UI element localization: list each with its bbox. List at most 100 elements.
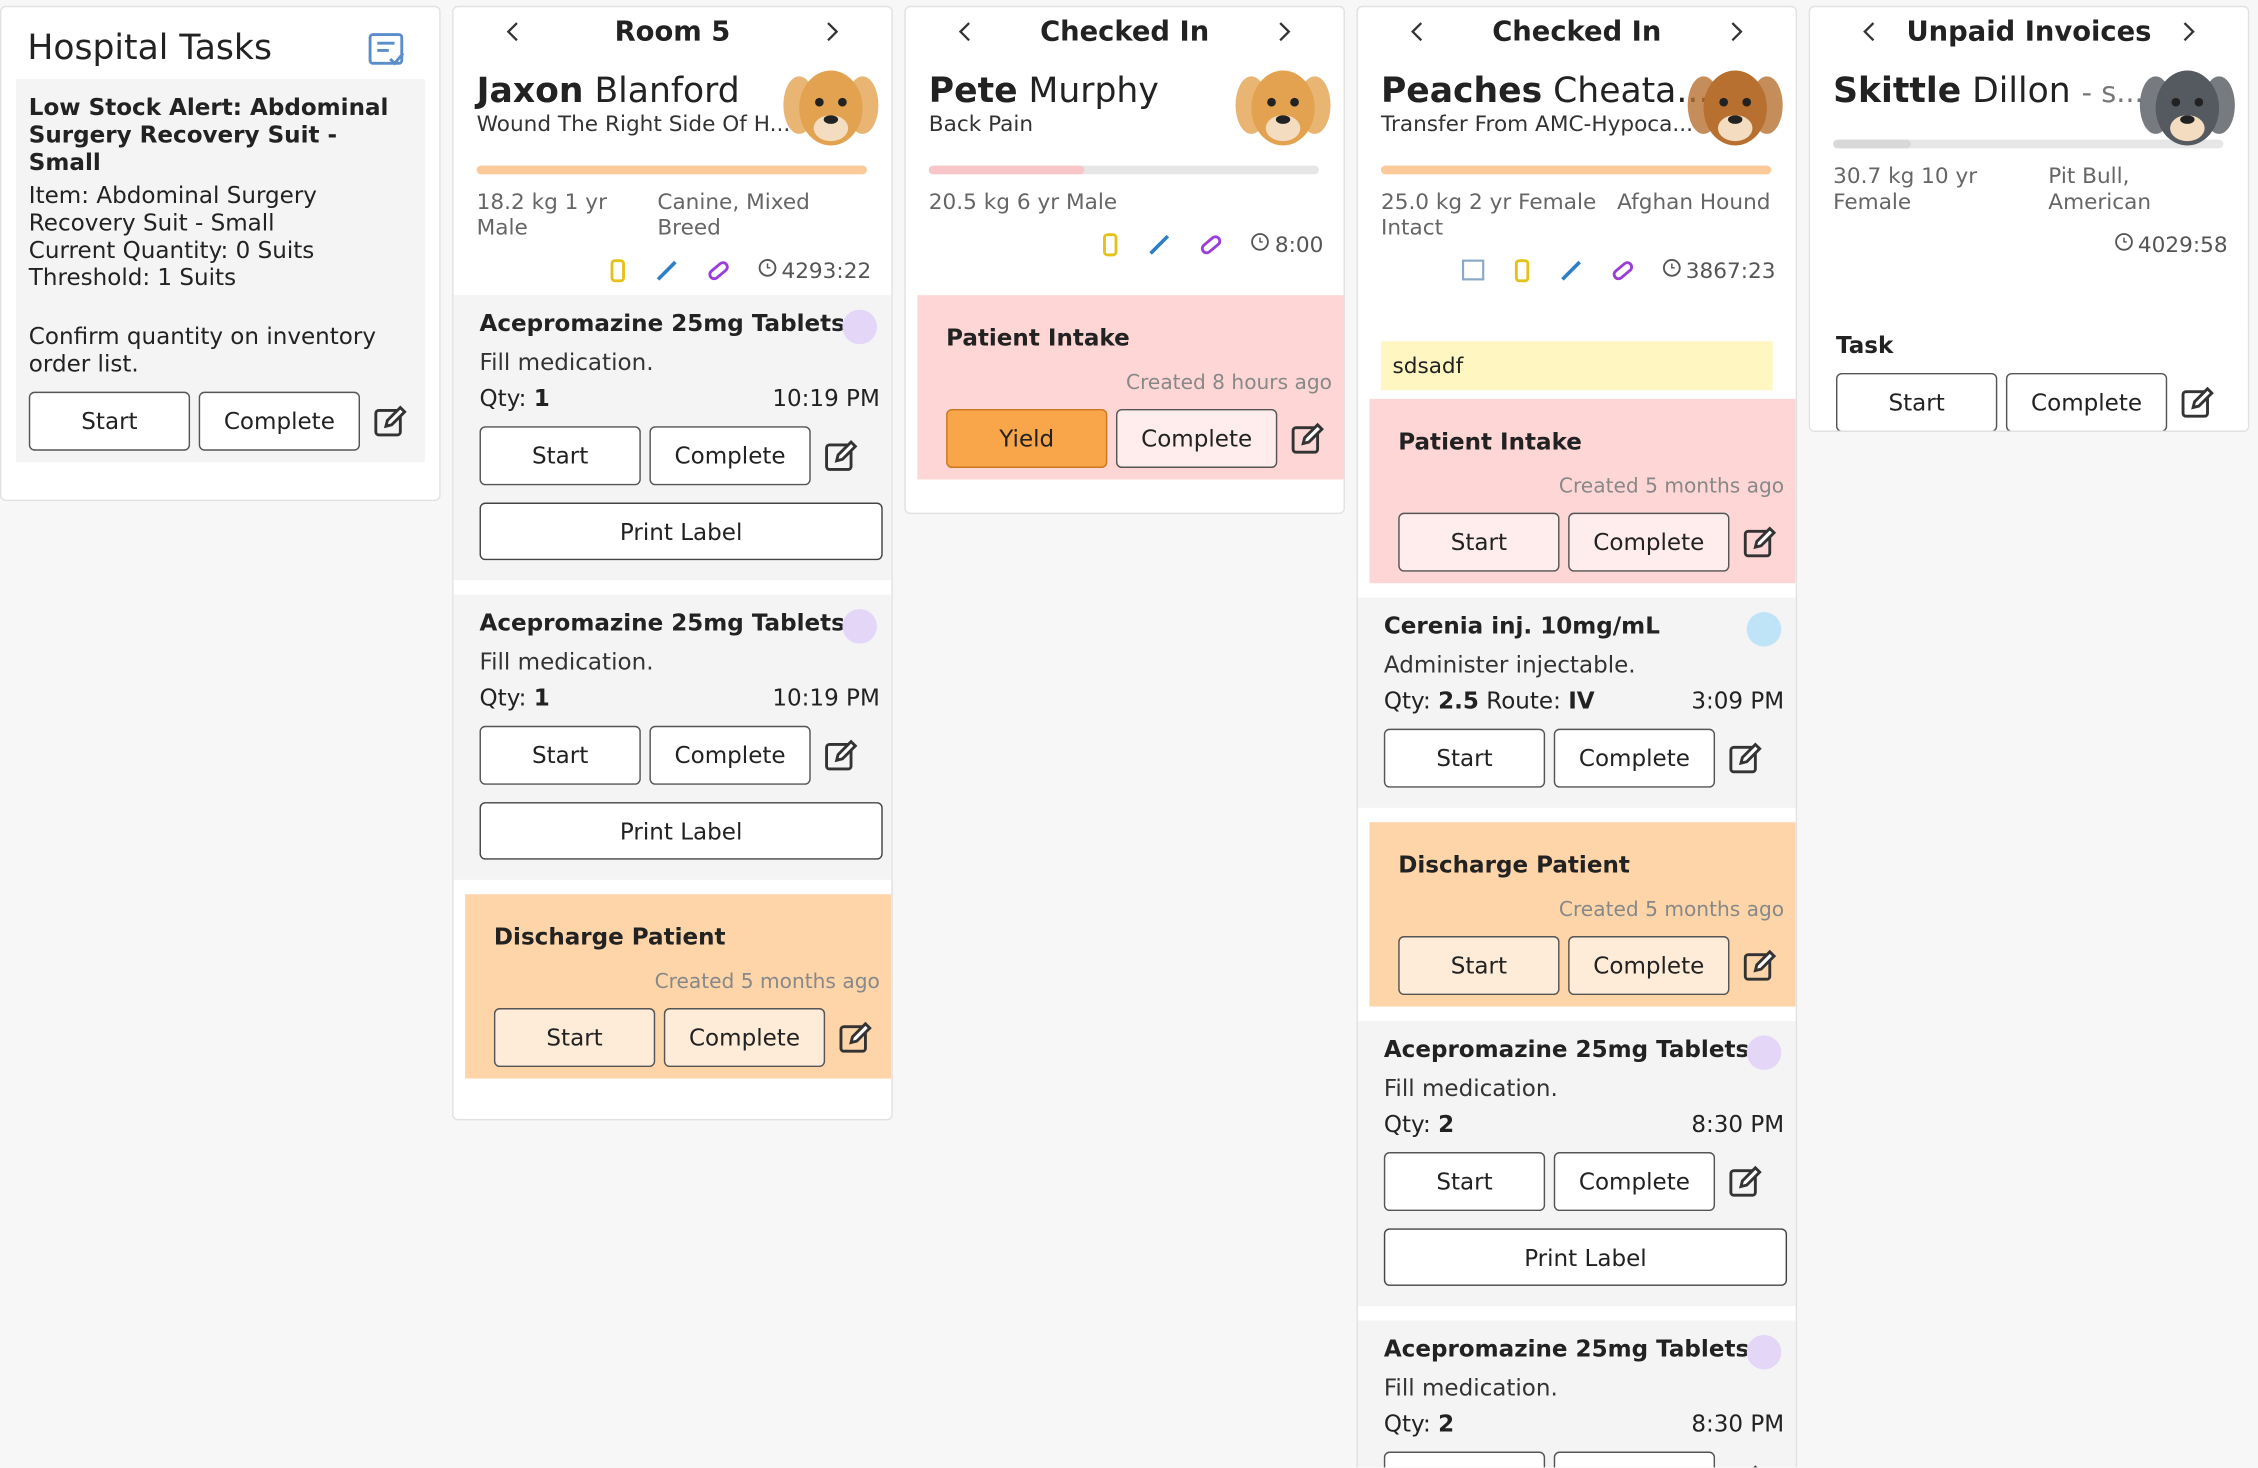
button[interactable]: Complete	[1568, 512, 1730, 572]
button[interactable]: Yield	[946, 408, 1108, 469]
edit-icon[interactable]	[819, 734, 862, 777]
task-title: Acepromazine 25mg Tablets	[1383, 1334, 1750, 1363]
breed: Pit Bull, American	[2048, 162, 2152, 215]
next-arrow[interactable]	[1277, 22, 1291, 42]
breed: Afghan Hound	[1617, 188, 1771, 215]
detail-label: Qty:	[479, 384, 527, 412]
prev-arrow[interactable]	[505, 22, 519, 42]
button[interactable]: Complete	[1116, 408, 1278, 469]
button[interactable]: Start	[1836, 372, 1998, 431]
edit-icon[interactable]	[1286, 417, 1329, 460]
edit-icon[interactable]	[1724, 737, 1767, 780]
patient-stats: 20.5 kg 6 yr Male	[929, 189, 1324, 215]
avatar	[2139, 70, 2235, 146]
instruction: Administer injectable.	[1383, 650, 1636, 679]
timer: 4029:58	[2113, 231, 2228, 258]
edit-icon[interactable]	[834, 1016, 877, 1059]
details: Qty: 2	[1384, 1110, 1454, 1137]
detail-label: Qty:	[1383, 686, 1431, 715]
button[interactable]: Complete	[1568, 936, 1730, 996]
task-time: 3:09 PM	[1691, 686, 1785, 715]
button[interactable]: Complete	[198, 391, 360, 451]
last-name: Murphy	[1028, 70, 1159, 111]
timer-value: 4029:58	[2137, 231, 2228, 258]
task-details: Qty: 1 10:19 PM	[480, 684, 880, 711]
button[interactable]: Start	[28, 391, 191, 451]
patient-stats: 30.7 kg 10 yr Female Pit Bull, American	[1833, 163, 2228, 215]
detail-value: IV	[1568, 686, 1595, 715]
button[interactable]: Complete	[663, 1008, 826, 1068]
print-label[interactable]: Print Label	[479, 802, 883, 860]
breed: Canine, Mixed Breed	[657, 188, 810, 241]
button[interactable]: Complete	[649, 725, 811, 785]
detail-value: 1	[533, 684, 550, 712]
reason: Transfer From AMC-Hypoca...	[1380, 110, 1694, 137]
prev-arrow[interactable]	[1862, 22, 1876, 42]
avatar	[1687, 70, 1783, 146]
first-name: Skittle	[1833, 70, 1962, 111]
print-label[interactable]: Print Label	[479, 502, 883, 561]
created: Created 5 months ago	[1558, 898, 1785, 922]
next-arrow[interactable]	[825, 22, 839, 42]
instruction: Fill medication.	[479, 348, 654, 376]
progress-bar	[476, 165, 867, 175]
patient: Jaxon Blanford Wound The Right Side Of H.…	[454, 56, 892, 295]
button[interactable]: Complete	[1553, 1152, 1716, 1212]
button[interactable]: Start	[493, 1008, 656, 1068]
button[interactable]: Start	[1398, 936, 1560, 996]
status-icons: 4293:22	[477, 258, 871, 284]
last-name: Blanford	[594, 70, 740, 111]
button[interactable]: Start	[1383, 1451, 1546, 1468]
button[interactable]: Complete	[2005, 372, 2168, 431]
detail-label: Qty:	[479, 684, 527, 712]
last-name: Cheata...	[1553, 70, 1710, 111]
name-suffix: - s...	[2081, 74, 2144, 110]
button[interactable]: Start	[1383, 728, 1546, 788]
task-time: 8:30 PM	[1691, 1110, 1785, 1138]
clock-icon	[2114, 233, 2133, 251]
last-name: Dillon	[1972, 70, 2071, 111]
task-card: Acepromazine 25mg Tablets Fill medication…	[1357, 1020, 1796, 1307]
edit-icon[interactable]	[819, 434, 862, 477]
button[interactable]: Start	[479, 426, 641, 486]
created: Created 5 months ago	[654, 970, 880, 994]
patient-column: Checked In Peaches Cheata... Transfer From…	[1356, 5, 1798, 1468]
panel-title: Hospital Tasks	[27, 27, 272, 68]
button[interactable]: Complete	[1553, 728, 1716, 788]
next-arrow[interactable]	[2182, 22, 2196, 42]
patient-stats: 25.0 kg 2 yr Female Intact Afghan Hound	[1381, 189, 1776, 241]
edit-icon[interactable]	[1724, 1160, 1767, 1203]
button[interactable]: Start	[479, 725, 641, 785]
alert-line: Current Quantity: 0 Suits	[28, 236, 315, 264]
instruction: Fill medication.	[1383, 1074, 1558, 1102]
patient-name: Pete Murphy	[929, 71, 1324, 111]
task-card: Patient Intake Created 5 months ago Start C…	[1369, 398, 1796, 584]
timer: 4293:22	[757, 258, 871, 284]
details: Qty: 2	[1384, 1410, 1454, 1437]
next-arrow[interactable]	[1729, 22, 1743, 42]
edit-icon[interactable]	[369, 400, 412, 443]
note: sdsadf	[1380, 341, 1773, 391]
detail-value: 2.5	[1438, 686, 1479, 715]
print-label[interactable]: Print Label	[1383, 1228, 1788, 1286]
button[interactable]: Complete	[649, 426, 811, 486]
header-title: Checked In	[1492, 15, 1662, 48]
task-icon	[1746, 612, 1782, 647]
prev-arrow[interactable]	[958, 22, 972, 42]
button[interactable]: Start	[1398, 512, 1560, 572]
button[interactable]: Complete	[1553, 1451, 1716, 1468]
prev-arrow[interactable]	[1410, 22, 1424, 42]
edit-icon[interactable]	[1738, 944, 1781, 987]
alert-note: Confirm quantity on inventory order list…	[28, 322, 376, 378]
task-title: Acepromazine 25mg Tablets	[479, 609, 845, 637]
edit-icon[interactable]	[2176, 381, 2219, 424]
task-title: Patient Intake	[1398, 427, 1582, 456]
button-row: Yield Complete	[946, 408, 1332, 469]
edit-icon[interactable]	[1724, 1459, 1767, 1468]
first-name: Peaches	[1380, 70, 1543, 111]
button[interactable]: Start	[1383, 1152, 1546, 1212]
edit-icon[interactable]	[1738, 521, 1781, 564]
column-header: Unpaid Invoices	[1810, 7, 2248, 56]
